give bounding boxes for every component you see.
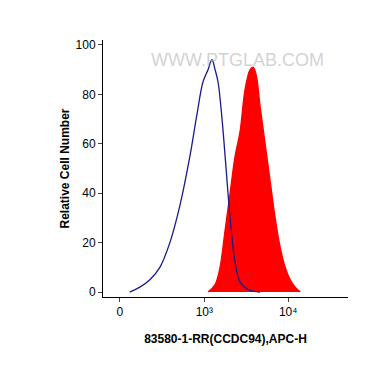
svg-text:10⁴: 10⁴: [279, 305, 298, 319]
svg-text:83580-1-RR(CCDC94),APC-H: 83580-1-RR(CCDC94),APC-H: [144, 332, 307, 346]
svg-text:80: 80: [82, 88, 96, 102]
svg-text:WWW.PTGLAB.COM: WWW.PTGLAB.COM: [151, 50, 324, 70]
svg-text:0: 0: [116, 305, 123, 319]
svg-text:0: 0: [89, 285, 96, 299]
svg-text:100: 100: [76, 38, 96, 52]
svg-text:10³: 10³: [196, 305, 213, 319]
svg-text:40: 40: [82, 186, 96, 200]
svg-text:60: 60: [82, 137, 96, 151]
svg-text:20: 20: [82, 236, 96, 250]
svg-text:Relative Cell Number: Relative Cell Number: [58, 108, 72, 228]
